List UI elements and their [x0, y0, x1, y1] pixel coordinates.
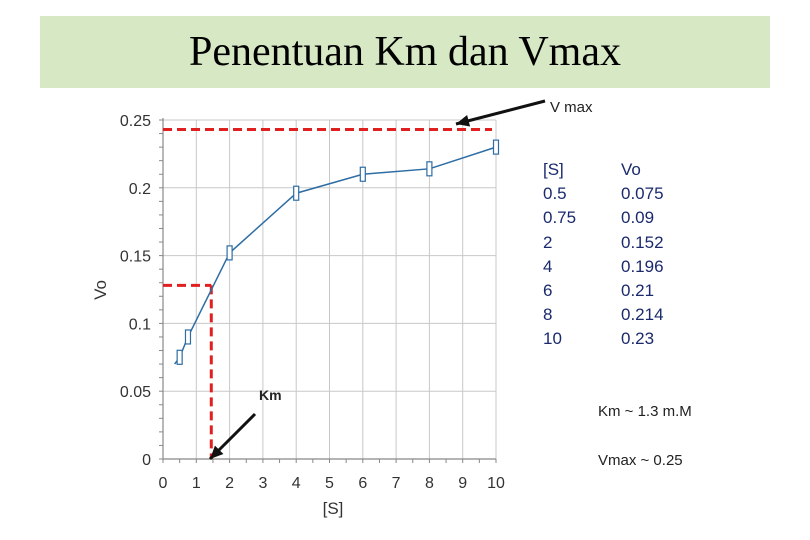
table-cell-vo: 0.23: [621, 329, 655, 349]
x-tick-label: 6: [358, 475, 367, 492]
table-header-vo: Vo: [621, 160, 641, 179]
table-cell-vo: 0.196: [621, 256, 664, 276]
y-tick-label: 0: [142, 452, 151, 469]
table-row: 0.5 0.075: [543, 182, 691, 206]
x-tick-label: 2: [225, 475, 234, 492]
x-tick-label: 3: [258, 475, 267, 492]
data-point: [492, 139, 500, 155]
x-tick-label: 8: [425, 475, 434, 492]
x-tick-label: 5: [325, 475, 334, 492]
km-arrow: [208, 412, 257, 461]
vmax-note: Vmax ~ 0.25: [598, 452, 683, 469]
table-cell-vo: 0.214: [621, 305, 664, 325]
x-axis-label: [S]: [323, 499, 344, 518]
chart-grid: [162, 119, 497, 460]
arrow-head: [210, 445, 224, 459]
table-cell-s: 4: [543, 256, 553, 276]
chart-series: [174, 139, 500, 365]
table-cell-s: 6: [543, 281, 553, 301]
chart-dashed-guides: [163, 127, 492, 459]
arrow-head: [456, 114, 471, 127]
table-row: 4 0.196: [543, 255, 691, 279]
x-tick-label: 9: [458, 475, 467, 492]
table-cell-s: 2: [543, 232, 553, 252]
table-header-s: [S]: [543, 160, 564, 179]
table-row: 10 0.23: [543, 327, 691, 351]
table-cell-vo: 0.152: [621, 232, 664, 252]
y-tick-label: 0.1: [129, 316, 151, 333]
data-point: [226, 245, 233, 261]
data-point: [176, 349, 183, 365]
chart-ticks: 0 1 2 3 4 5 6 7 8 9 10 0 0.05 0.1 0.15 0.2 0.25: [120, 113, 505, 492]
table-row: 8 0.214: [543, 303, 691, 327]
table-row: 6 0.21: [543, 279, 691, 303]
table-row: 2 0.152: [543, 231, 691, 255]
slide-title: Penentuan Km dan Vmax: [189, 29, 621, 75]
y-tick-label: 0.2: [129, 181, 151, 198]
x-tick-label: 1: [192, 475, 201, 492]
table-cell-s: 0.5: [543, 184, 567, 204]
chart-axes: [159, 118, 497, 463]
y-tick-label: 0.05: [120, 384, 151, 401]
x-tick-label: 7: [392, 475, 401, 492]
y-tick-label: 0.25: [120, 113, 151, 130]
data-point: [426, 161, 433, 177]
table-cell-vo: 0.09: [621, 208, 655, 228]
y-tick-label: 0.15: [120, 249, 151, 266]
vmax-arrow: [455, 99, 546, 127]
table-cell-s: 10: [543, 329, 562, 349]
table-cell-vo: 0.21: [621, 281, 655, 301]
title-band: Penentuan Km dan Vmax: [40, 16, 770, 88]
table-cell-s: 0.75: [543, 208, 577, 228]
x-tick-label: 0: [159, 475, 168, 492]
arrow-shaft: [455, 99, 546, 126]
km-note: Km ~ 1.3 m.M: [598, 403, 692, 420]
km-annotation-label: Km: [259, 387, 282, 403]
table-row: 0.75 0.09: [543, 206, 691, 230]
data-point: [184, 329, 192, 345]
table-header-row: [S] Vo: [543, 158, 691, 182]
table-cell-vo: 0.075: [621, 184, 664, 204]
y-axis-label: Vo: [91, 280, 110, 300]
data-point: [293, 185, 300, 201]
x-tick-label: 10: [487, 475, 505, 492]
data-point: [359, 166, 366, 182]
data-table: [S] Vo 0.5 0.075 0.75 0.09 2 0.152 4 0.1…: [543, 158, 691, 352]
chart-arrows: [208, 99, 546, 461]
x-tick-label: 4: [292, 475, 301, 492]
table-cell-s: 8: [543, 305, 553, 325]
vmax-annotation-label: V max: [550, 99, 593, 116]
